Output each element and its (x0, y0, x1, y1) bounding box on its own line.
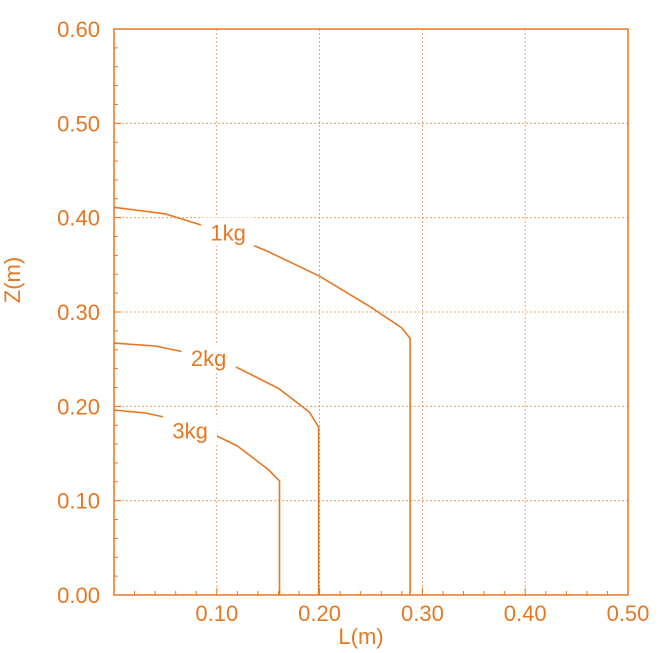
x-tick-label-2: 0.30 (401, 601, 444, 626)
curve-label-3kg: 3kg (172, 419, 207, 444)
y-tick-label-4: 0.40 (57, 206, 100, 231)
y-tick-label-2: 0.20 (57, 394, 100, 419)
x-axis-label: L(m) (338, 624, 383, 649)
series-line-1kg (113, 206, 411, 595)
curve-label-1kg: 1kg (210, 221, 245, 246)
x-tick-label-3: 0.40 (504, 601, 547, 626)
series-line-2kg (113, 342, 320, 595)
curve-labels: 1kg 2kg 3kg (163, 217, 256, 444)
x-tick-label-0: 0.10 (195, 601, 238, 626)
curve-label-bg-1kg (201, 217, 256, 246)
x-tick-label-4: 0.50 (607, 601, 650, 626)
x-tick-label-1: 0.20 (298, 601, 341, 626)
curve-label-2kg: 2kg (191, 346, 226, 371)
grid-lines (114, 29, 628, 595)
axis-ticks: 0.00 0.10 0.20 0.30 0.40 0.50 0.60 0.10 0.20 0.30… (57, 17, 649, 626)
y-tick-label-3: 0.30 (57, 300, 100, 325)
y-tick-label-6: 0.60 (57, 17, 100, 42)
y-tick-label-0: 0.00 (57, 583, 100, 608)
curve-label-bg-2kg (181, 343, 236, 372)
curve-label-bg-3kg (163, 415, 218, 444)
y-tick-label-5: 0.50 (57, 111, 100, 136)
series-line-3kg (113, 409, 281, 595)
y-tick-label-1: 0.10 (57, 489, 100, 514)
series-lines (113, 206, 411, 595)
y-axis-label: Z(m) (0, 257, 25, 303)
